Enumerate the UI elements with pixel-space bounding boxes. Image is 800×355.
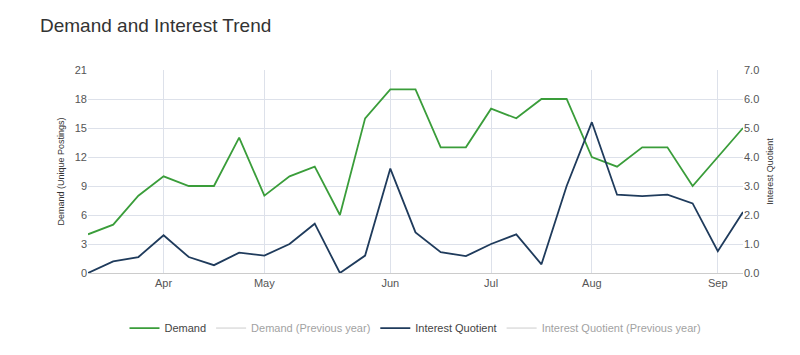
svg-text:7.0: 7.0 <box>744 64 759 76</box>
svg-text:Demand and Interest Trend: Demand and Interest Trend <box>40 15 271 36</box>
svg-text:9: 9 <box>81 180 87 192</box>
svg-text:15: 15 <box>75 122 87 134</box>
svg-text:6.0: 6.0 <box>744 93 759 105</box>
svg-text:Jul: Jul <box>484 277 498 289</box>
svg-text:12: 12 <box>75 151 87 163</box>
svg-text:Interest Quotient (Previous ye: Interest Quotient (Previous year) <box>542 322 701 334</box>
svg-text:0: 0 <box>81 267 87 279</box>
svg-text:18: 18 <box>75 93 87 105</box>
svg-text:2.0: 2.0 <box>744 209 759 221</box>
svg-text:Jun: Jun <box>381 277 399 289</box>
svg-text:Interest Quotient: Interest Quotient <box>415 322 496 334</box>
svg-text:Aug: Aug <box>582 277 602 289</box>
svg-text:Interest Quotient: Interest Quotient <box>765 138 775 205</box>
svg-text:Apr: Apr <box>155 277 172 289</box>
svg-text:Demand (Previous year): Demand (Previous year) <box>251 322 370 334</box>
svg-text:0.0: 0.0 <box>744 267 759 279</box>
svg-text:6: 6 <box>81 209 87 221</box>
svg-text:Sep: Sep <box>708 277 728 289</box>
svg-text:Demand (Unique Postings): Demand (Unique Postings) <box>56 117 66 225</box>
svg-text:3.0: 3.0 <box>744 180 759 192</box>
svg-text:1.0: 1.0 <box>744 238 759 250</box>
svg-text:5.0: 5.0 <box>744 122 759 134</box>
svg-text:May: May <box>254 277 275 289</box>
svg-text:21: 21 <box>75 64 87 76</box>
svg-text:3: 3 <box>81 238 87 250</box>
svg-text:Demand: Demand <box>165 322 207 334</box>
svg-text:4.0: 4.0 <box>744 151 759 163</box>
